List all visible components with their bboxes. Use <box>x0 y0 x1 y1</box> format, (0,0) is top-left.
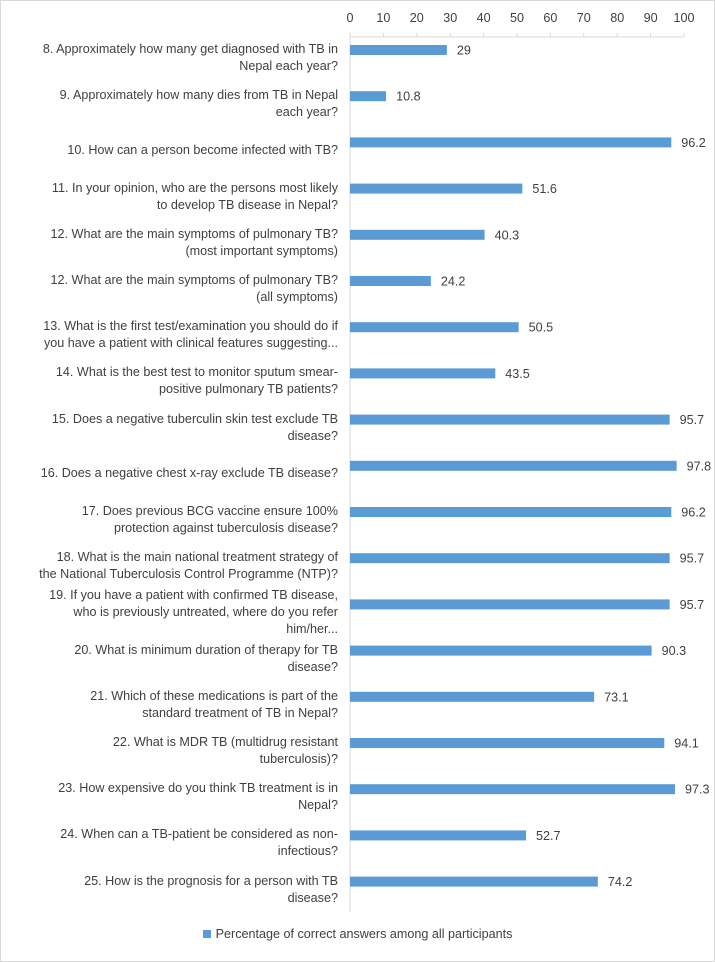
bar <box>350 414 670 425</box>
x-tick-label: 0 <box>346 11 353 25</box>
legend: Percentage of correct answers among all … <box>0 927 715 941</box>
data-label: 95.7 <box>680 598 705 612</box>
data-label: 51.6 <box>532 182 557 196</box>
data-label: 73.1 <box>604 690 629 704</box>
x-tick-label: 50 <box>510 11 524 25</box>
x-tick-label: 60 <box>543 11 557 25</box>
data-label: 52.7 <box>536 829 561 843</box>
bar <box>350 91 387 102</box>
x-tick-label: 40 <box>477 11 491 25</box>
bar <box>350 137 672 148</box>
category-label: 16. Does a negative chest x-ray exclude … <box>40 466 338 481</box>
bar <box>350 830 527 841</box>
bar <box>350 183 523 194</box>
legend-swatch <box>202 930 211 938</box>
category-label: 15. Does a negative tuberculin skin test… <box>51 411 338 443</box>
category-label: 25. How is the prognosis for a person wi… <box>84 873 338 905</box>
category-label: 10. How can a person become infected wit… <box>67 142 338 157</box>
category-label: 23. How expensive do you think TB treatm… <box>58 781 338 813</box>
bar <box>350 460 677 471</box>
category-label: 9. Approximately how many dies from TB i… <box>59 88 338 120</box>
data-label: 74.2 <box>608 875 633 889</box>
data-label: 40.3 <box>495 228 520 242</box>
category-label: 18. What is the main national treatment … <box>39 550 338 582</box>
data-label: 96.2 <box>681 506 706 520</box>
data-label: 10.8 <box>396 90 421 104</box>
x-tick-label: 10 <box>376 11 390 25</box>
category-label: 8. Approximately how many get diagnosed … <box>42 42 338 73</box>
data-label: 96.2 <box>681 136 706 150</box>
bar <box>350 645 652 656</box>
x-tick-label: 70 <box>577 11 591 25</box>
category-label: 12. What are the main symptoms of pulmon… <box>50 226 338 258</box>
data-label: 97.8 <box>687 459 712 473</box>
bar <box>350 507 672 517</box>
bar <box>350 229 485 240</box>
category-label: 22. What is MDR TB (multidrug resistant … <box>112 735 338 766</box>
category-label: 20. What is minimum duration of therapy … <box>74 642 338 674</box>
data-label: 94.1 <box>674 737 699 751</box>
category-label: 21. Which of these medications is part o… <box>90 688 338 720</box>
x-tick-label: 100 <box>673 11 694 25</box>
data-label: 97.3 <box>685 783 710 797</box>
data-label: 29 <box>457 44 471 58</box>
bar <box>350 738 665 748</box>
bar <box>350 599 670 610</box>
bar <box>350 784 675 795</box>
data-label: 95.7 <box>680 413 705 427</box>
bar <box>350 276 431 286</box>
category-label: 19. If you have a patient with confirmed… <box>49 587 338 636</box>
category-label: 11. In your opinion, who are the persons… <box>51 180 338 212</box>
bar <box>350 876 598 887</box>
category-label: 13. What is the first test/examination y… <box>43 319 338 351</box>
bar <box>350 368 496 379</box>
x-tick-label: 90 <box>644 11 658 25</box>
data-label: 24.2 <box>441 275 466 289</box>
bar <box>350 322 519 333</box>
category-label: 17. Does previous BCG vaccine ensure 100… <box>81 504 338 535</box>
x-tick-label: 80 <box>610 11 624 25</box>
bar <box>350 691 595 702</box>
bar <box>350 45 447 55</box>
data-label: 43.5 <box>505 367 530 381</box>
data-label: 50.5 <box>529 321 554 335</box>
bar <box>350 553 670 564</box>
legend-label: Percentage of correct answers among all … <box>215 927 513 941</box>
data-label: 95.7 <box>680 552 705 566</box>
x-tick-label: 20 <box>410 11 424 25</box>
category-label: 24. When can a TB-patient be considered … <box>60 827 338 859</box>
category-label: 12. What are the main symptoms of pulmon… <box>50 273 338 304</box>
category-label: 14. What is the best test to monitor spu… <box>55 365 338 397</box>
x-tick-label: 30 <box>443 11 457 25</box>
data-label: 90.3 <box>662 644 687 658</box>
